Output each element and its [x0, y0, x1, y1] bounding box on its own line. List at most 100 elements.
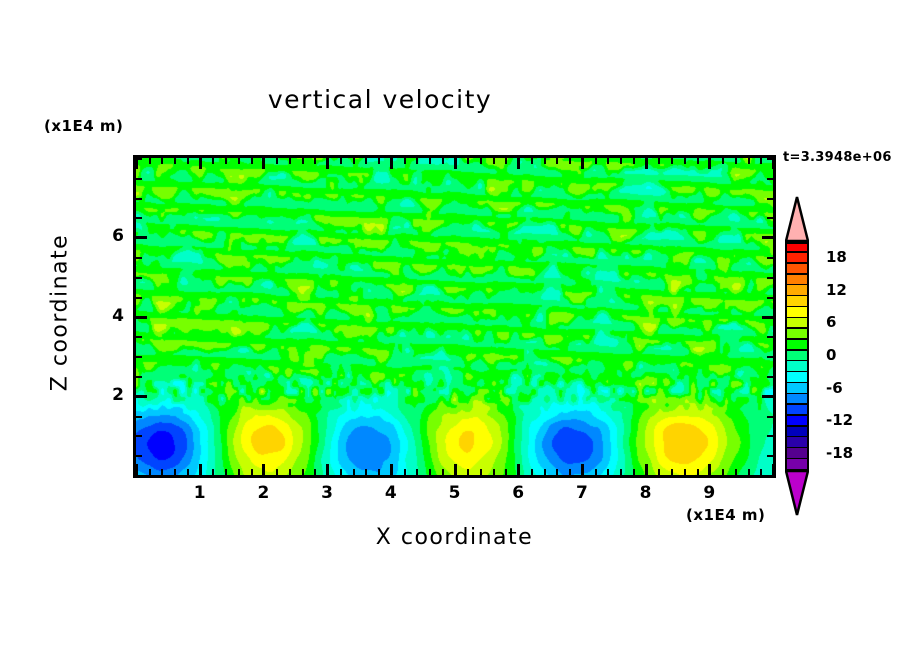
axis-tick: [569, 469, 571, 475]
axis-tick: [340, 469, 342, 475]
axis-tick: [161, 158, 163, 164]
axis-tick: [505, 469, 507, 475]
axis-tick: [136, 475, 142, 477]
axis-tick: [697, 158, 699, 164]
axis-tick: [314, 469, 316, 475]
axis-tick: [135, 158, 138, 169]
axis-tick: [735, 158, 737, 164]
axis-tick: [556, 158, 558, 164]
axis-tick: [199, 464, 202, 475]
axis-tick: [454, 464, 457, 475]
colorbar-band: [785, 285, 809, 297]
axis-tick: [607, 158, 609, 164]
axis-tick: [276, 158, 278, 164]
axis-tick: [708, 158, 711, 169]
colorbar-band: [785, 448, 809, 460]
axis-tick: [658, 469, 660, 475]
axis-tick: [251, 469, 253, 475]
axis-tick: [238, 158, 240, 164]
axis-tick: [353, 469, 355, 475]
axis-tick: [136, 376, 142, 378]
colorbar-band: [785, 426, 809, 439]
axis-tick: [620, 469, 622, 475]
axis-tick: [772, 158, 775, 169]
colorbar-tick-label: 12: [826, 280, 847, 299]
x-tick-label: 2: [257, 483, 270, 503]
axis-tick: [340, 158, 342, 164]
y-tick-label: 6: [112, 226, 124, 247]
colorbar-band: [785, 296, 809, 308]
axis-tick: [767, 455, 773, 457]
axis-tick: [697, 469, 699, 475]
axis-tick: [136, 316, 147, 319]
axis-tick: [353, 158, 355, 164]
axis-tick: [174, 469, 176, 475]
colorbar-band: [785, 328, 809, 341]
axis-tick: [225, 469, 227, 475]
x-tick-label: 1: [193, 483, 206, 503]
axis-tick: [262, 464, 265, 475]
x-tick-label: 7: [575, 483, 588, 503]
axis-tick: [390, 464, 393, 475]
axis-tick: [136, 435, 142, 437]
axis-tick: [772, 464, 775, 475]
axis-tick: [684, 158, 686, 164]
axis-tick: [276, 469, 278, 475]
x-tick-label: 8: [639, 483, 652, 503]
axis-tick: [326, 158, 329, 169]
axis-tick: [136, 198, 142, 200]
x-tick-label: 6: [512, 483, 525, 503]
axis-tick: [767, 475, 773, 477]
y-axis-title: Z coordinate: [47, 233, 73, 392]
axis-tick: [238, 469, 240, 475]
axis-tick: [544, 469, 546, 475]
colorbar-tick-label: 0: [826, 346, 837, 364]
axis-tick: [531, 469, 533, 475]
colorbar-over-arrow: [784, 196, 810, 243]
axis-tick: [767, 178, 773, 180]
axis-tick: [136, 277, 142, 279]
axis-tick: [581, 464, 584, 475]
axis-tick: [517, 158, 520, 169]
axis-tick: [467, 158, 469, 164]
axis-tick: [767, 297, 773, 299]
x-tick-label: 4: [384, 483, 397, 503]
colorbar-tick-label: -18: [826, 443, 854, 462]
axis-tick: [493, 469, 495, 475]
axis-tick: [762, 236, 773, 239]
plot-area: [133, 155, 776, 478]
colorbar-band: [785, 459, 809, 471]
axis-tick: [314, 158, 316, 164]
axis-tick: [517, 464, 520, 475]
axis-tick: [135, 464, 138, 475]
axis-tick: [544, 158, 546, 164]
axis-tick: [390, 158, 393, 169]
axis-tick: [136, 158, 142, 160]
axis-tick: [161, 469, 163, 475]
axis-tick: [136, 236, 147, 239]
page-title: vertical velocity: [267, 85, 493, 114]
x-tick-label: 3: [321, 483, 334, 503]
x-tick-label: 5: [448, 483, 461, 503]
axis-tick: [748, 469, 750, 475]
axis-tick: [505, 158, 507, 164]
y-tick-label: 2: [112, 384, 124, 405]
axis-tick: [735, 469, 737, 475]
axis-tick: [633, 469, 635, 475]
axis-tick: [722, 469, 724, 475]
axis-tick: [187, 469, 189, 475]
colorbar-band: [785, 252, 809, 265]
axis-tick: [199, 158, 202, 169]
colorbar-tick-label: 18: [826, 248, 847, 267]
axis-tick: [767, 217, 773, 219]
axis-tick: [708, 464, 711, 475]
colorbar-band: [785, 274, 809, 287]
axis-tick: [442, 469, 444, 475]
axis-tick: [671, 469, 673, 475]
axis-tick: [136, 217, 142, 219]
colorbar-band: [785, 318, 809, 330]
axis-tick: [289, 158, 291, 164]
axis-tick: [467, 469, 469, 475]
axis-tick: [365, 158, 367, 164]
